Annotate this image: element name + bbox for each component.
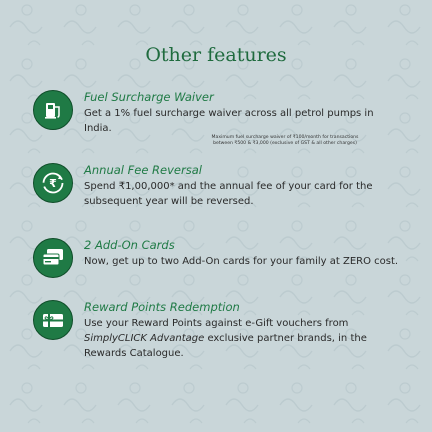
gift-card-icon [33,300,73,340]
rupee-cycle-icon: ₹ [33,163,73,203]
feature-title: Reward Points Redemption [84,300,240,314]
note-line: Maximum fuel surcharge waiver of ₹100/mo… [211,135,359,140]
note-line: between ₹500 & ₹3,000 (exclusive of GST … [213,141,357,146]
feature-title: 2 Add-On Cards [84,238,175,252]
feature-title: Fuel Surcharge Waiver [84,90,214,104]
cards-icon [33,238,73,278]
feature-description: Now, get up to two Add-On cards for your… [84,256,399,267]
feature-description: Get a 1% fuel surcharge waiver across al… [84,108,374,134]
brand-name: SimplyCLICK Advantage [84,333,205,344]
fuel-note: Maximum fuel surcharge waiver of ₹100/mo… [190,135,380,147]
feature-description: Spend ₹1,00,000* and the annual fee of y… [84,181,373,207]
desc-part: Use your Reward Points against e-Gift vo… [84,318,349,329]
page-title: Other features [145,44,287,66]
feature-description: Use your Reward Points against e-Gift vo… [84,316,374,361]
fuel-pump-icon [33,90,73,130]
feature-title: Annual Fee Reversal [84,163,202,177]
desc-part: exclusive partner brands, in the Rewards… [84,333,367,359]
svg-text:₹: ₹ [49,177,57,190]
